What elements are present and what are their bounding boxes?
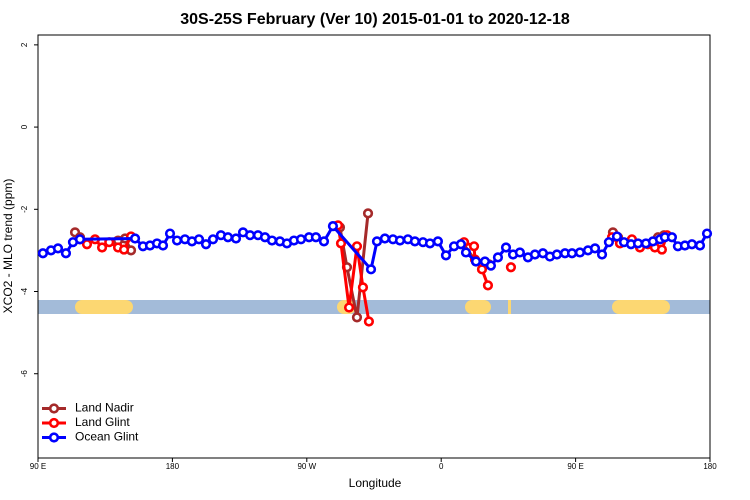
legend-label: Land Nadir: [75, 401, 134, 415]
data-point: [551, 249, 563, 260]
y-axis-label: XCO2 - MLO trend (ppm): [1, 179, 15, 314]
data-point: [310, 232, 322, 243]
legend-label: Ocean Glint: [75, 430, 139, 444]
data-point: [596, 249, 608, 260]
data-point: [611, 231, 623, 242]
data-point: [200, 239, 212, 250]
data-point: [656, 244, 668, 255]
x-tick-label: 180: [166, 462, 180, 471]
x-axis-label: Longitude: [349, 476, 402, 490]
legend-marker: [48, 432, 60, 443]
data-point: [244, 230, 256, 241]
y-tick-label: -6: [20, 370, 29, 378]
data-point: [52, 243, 64, 254]
data-point: [482, 280, 494, 291]
data-point: [432, 236, 444, 247]
legend-label: Land Glint: [75, 415, 130, 429]
y-tick-label: 2: [20, 42, 29, 47]
y-tick-label: -4: [20, 287, 29, 295]
data-point: [505, 262, 517, 273]
x-tick-label: 90 E: [567, 462, 583, 471]
legend-marker: [48, 403, 60, 414]
data-point: [379, 233, 391, 244]
data-point: [318, 236, 330, 247]
data-point: [694, 240, 706, 251]
data-point: [566, 248, 578, 259]
data-point: [343, 302, 355, 313]
data-point: [118, 244, 130, 255]
data-point: [371, 236, 383, 247]
data-point: [60, 248, 72, 259]
data-point: [460, 247, 472, 258]
data-point: [440, 250, 452, 261]
x-tick-label: 0: [439, 462, 444, 471]
data-point: [455, 239, 467, 250]
data-point: [96, 242, 108, 253]
plot-frame: [37, 34, 711, 459]
data-point: [207, 234, 219, 245]
data-point: [363, 316, 375, 327]
data-point: [357, 282, 369, 293]
data-point: [193, 234, 205, 245]
data-point: [266, 235, 278, 246]
data-point: [362, 208, 374, 219]
data-point: [394, 235, 406, 246]
data-point: [701, 228, 713, 239]
legend-marker: [48, 417, 60, 429]
data-point: [514, 247, 525, 258]
data-point: [574, 247, 586, 258]
x-tick-label: 180: [703, 462, 717, 471]
data-point: [164, 228, 176, 239]
data-point: [351, 312, 363, 323]
data-point: [500, 242, 512, 253]
ocean-band: [38, 300, 710, 314]
data-point: [476, 264, 488, 275]
data-point: [632, 238, 644, 249]
data-point: [424, 238, 436, 249]
data-point: [492, 252, 504, 263]
x-tick-label: 90 W: [297, 462, 316, 471]
data-point: [295, 234, 307, 245]
data-point: [230, 233, 242, 244]
data-point: [222, 232, 234, 243]
data-point: [589, 243, 601, 254]
data-point: [74, 234, 86, 245]
y-tick-label: -2: [20, 205, 29, 213]
data-point: [485, 260, 497, 271]
data-point: [129, 233, 141, 244]
data-point: [157, 240, 169, 251]
data-point: [409, 236, 421, 247]
data-point: [529, 249, 541, 260]
data-point: [37, 248, 49, 259]
y-tick-label: 0: [20, 124, 29, 129]
data-point: [603, 237, 615, 248]
data-point: [686, 239, 698, 250]
data-point: [171, 235, 183, 246]
data-point: [365, 264, 377, 275]
data-point: [327, 221, 339, 232]
data-point: [666, 232, 678, 243]
data-point: [335, 238, 347, 249]
land-band: [75, 300, 670, 314]
chart-title: 30S-25S February (Ver 10) 2015-01-01 to …: [180, 11, 570, 28]
data-point: [468, 241, 480, 252]
data-point: [470, 256, 482, 267]
x-tick-label: 90 E: [30, 462, 46, 471]
data-point: [351, 241, 363, 252]
